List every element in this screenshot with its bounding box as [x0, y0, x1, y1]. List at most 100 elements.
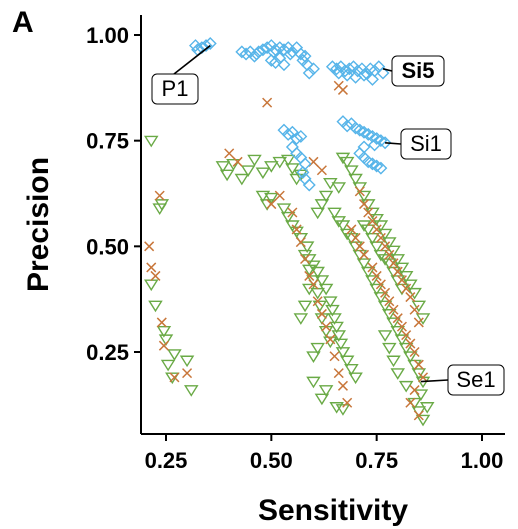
triangle-point: [339, 156, 355, 169]
cross-point: [375, 232, 386, 243]
triangle-point: [377, 228, 393, 241]
triangle-point: [333, 338, 349, 351]
cross-point: [358, 249, 370, 260]
triangle-point: [413, 389, 429, 401]
triangle-point: [179, 355, 195, 368]
cross-point: [150, 270, 161, 281]
triangle-point: [382, 237, 397, 249]
cross-point: [388, 304, 399, 315]
panel-label: A: [12, 6, 34, 39]
data-points: [143, 36, 435, 427]
cross-point: [405, 397, 416, 408]
cross-point: [146, 262, 157, 273]
diamond-point: [285, 45, 299, 59]
triangle-point: [377, 300, 393, 313]
annotation-leader: [385, 141, 402, 145]
cross-point: [405, 338, 416, 349]
triangle-point: [327, 207, 342, 220]
triangle-point: [377, 330, 393, 342]
triangle-point: [407, 287, 422, 300]
diamond-point: [306, 62, 320, 76]
triangle-point: [184, 385, 199, 397]
triangle-point: [310, 207, 325, 220]
triangle-point: [344, 165, 359, 177]
diamond-point: [256, 43, 270, 57]
triangle-point: [234, 173, 250, 186]
diamond-point: [374, 134, 388, 148]
cross-point: [182, 368, 193, 379]
diamond-point: [290, 132, 304, 146]
diamond-point: [296, 165, 310, 179]
cross-point: [384, 296, 395, 307]
triangle-point: [344, 364, 359, 376]
diamond-point: [269, 43, 283, 57]
triangle-point: [411, 368, 427, 380]
triangle-point: [276, 203, 292, 216]
triangle-point: [226, 159, 241, 171]
triangle-point: [386, 317, 401, 330]
cross-point: [354, 186, 365, 197]
diamond-point: [203, 36, 217, 50]
diamond-point: [277, 58, 291, 72]
diamond-point: [349, 121, 363, 135]
triangle-point: [329, 321, 344, 334]
triangle-point: [158, 334, 174, 347]
diamond-point: [370, 159, 384, 173]
triangle-point: [264, 161, 279, 173]
triangle-point: [285, 163, 300, 175]
triangle-point: [411, 300, 427, 313]
triangle-point: [335, 404, 351, 416]
diamond-point: [361, 155, 375, 169]
cross-point: [413, 410, 424, 421]
triangle-point: [160, 359, 176, 372]
triangle-point: [318, 190, 334, 203]
cross-point: [337, 380, 348, 391]
triangle-point: [382, 342, 397, 355]
cross-point: [312, 296, 323, 307]
triangle-point: [215, 161, 231, 173]
cross-point: [287, 207, 298, 218]
cross-point: [329, 351, 340, 362]
triangle-point: [255, 167, 271, 180]
axes: 0.25 0.50 0.75 1.00 0.25 0.50 0.75 1.00: [86, 15, 505, 473]
x-axis-title: Sensitivity: [258, 494, 408, 527]
triangle-point: [312, 300, 328, 313]
triangle-point: [306, 351, 321, 363]
cross-point: [392, 313, 403, 324]
diamond-point: [332, 66, 346, 80]
annotation-leader: [173, 44, 211, 75]
cross-point: [232, 156, 243, 167]
triangle-point: [143, 135, 159, 148]
cross-point: [396, 275, 407, 286]
cross-point: [158, 340, 169, 351]
triangle-point: [415, 313, 431, 325]
cross-point: [156, 317, 167, 328]
triangle-point: [390, 325, 405, 338]
annotation-box: [391, 55, 445, 87]
diamond-point: [269, 55, 283, 69]
y-tick-label: 0.75: [86, 129, 129, 154]
cross-point: [388, 258, 399, 269]
triangle-point: [247, 154, 262, 167]
cross-point: [304, 270, 315, 281]
x-tick-label: 0.50: [250, 448, 293, 473]
cross-point: [371, 224, 382, 235]
annotation-label: Si1: [410, 131, 442, 156]
annotation-leader: [382, 68, 393, 72]
diamond-point: [361, 127, 375, 141]
cross-point: [266, 199, 277, 210]
triangle-point: [167, 349, 182, 361]
triangle-point: [297, 300, 313, 313]
triangle-point: [331, 182, 347, 194]
cross-point: [371, 270, 382, 281]
cross-point: [154, 190, 165, 201]
diamond-point: [189, 39, 202, 53]
cross-point: [401, 283, 412, 294]
triangle-point: [299, 241, 315, 254]
diamond-point: [365, 72, 379, 86]
triangle-point: [154, 199, 170, 211]
triangle-point: [415, 414, 431, 427]
triangle-point: [255, 190, 271, 203]
triangle-point: [331, 330, 347, 342]
